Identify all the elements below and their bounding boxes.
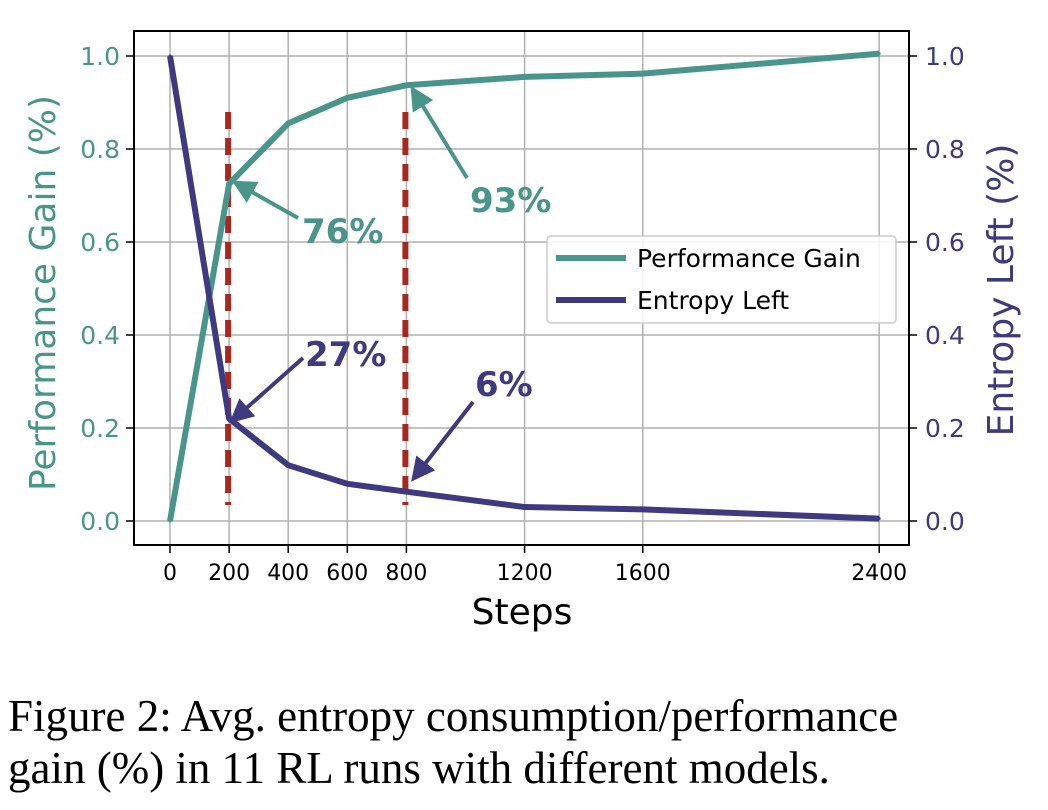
y-right-tick-label: 0.8 — [925, 135, 965, 164]
annotation-arrows — [229, 85, 475, 482]
grid-lines — [134, 31, 909, 545]
annotation-label: 76% — [302, 212, 383, 252]
y-right-tick-label: 0.6 — [925, 228, 965, 257]
reference-vlines — [225, 112, 409, 505]
x-tick-label: 2400 — [851, 561, 907, 586]
y-right-tick-label: 0.2 — [925, 414, 965, 443]
y-left-tick-label: 0.2 — [80, 414, 120, 443]
axis-labels: Steps Performance Gain (%) Entropy Left (%… — [23, 95, 1022, 633]
y-left-axis-label: Performance Gain (%) — [23, 95, 64, 491]
annotation-label: 27% — [305, 335, 386, 375]
data-point — [523, 75, 527, 79]
data-point — [641, 507, 645, 511]
y-left-tick-label: 0.0 — [80, 507, 120, 536]
series-line — [167, 50, 880, 522]
annotation-arrow — [231, 180, 299, 220]
legend-label: Entropy Left — [637, 286, 789, 315]
data-point — [877, 517, 881, 521]
plot-frame — [133, 30, 910, 546]
data-point — [404, 490, 408, 494]
series-line — [167, 55, 880, 522]
x-tick-label: 0 — [163, 561, 177, 586]
y-right-tick-label: 1.0 — [925, 42, 965, 71]
x-tick-label: 200 — [208, 561, 250, 586]
dual-axis-line-chart: 0 200 400 600 800 1200 1600 2400 0.0 0.2 0.4 0.6 0.8… — [23, 30, 1022, 633]
y-left-tick-label: 0.4 — [80, 321, 120, 350]
data-point — [345, 96, 349, 100]
axes: 0 200 400 600 800 1200 1600 2400 0.0 0.2 0.4 0.6 0.8… — [80, 42, 965, 586]
x-tick-label: 1200 — [497, 561, 553, 586]
x-tick-label: 800 — [385, 561, 427, 586]
data-point — [404, 83, 408, 87]
y-left-tick-label: 0.6 — [80, 228, 120, 257]
y-right-axis-label: Entropy Left (%) — [981, 144, 1022, 437]
figure-caption: Figure 2: Avg. entropy consumption/perfo… — [8, 690, 1043, 794]
y-right-tick-label: 0.4 — [925, 321, 965, 350]
data-point — [227, 417, 231, 421]
x-tick-label: 400 — [267, 561, 309, 586]
annotations: 76% 93% 27% 6% — [302, 181, 551, 405]
data-point — [168, 519, 172, 523]
legend-label: Performance Gain — [637, 244, 861, 273]
data-point — [286, 463, 290, 467]
annotation-arrow — [229, 356, 305, 424]
annotation-arrow — [410, 85, 469, 180]
legend: Performance Gain Entropy Left — [546, 235, 897, 324]
series-lines — [167, 50, 881, 523]
data-point — [227, 182, 231, 186]
y-right-tick-label: 0.0 — [925, 507, 965, 536]
y-left-tick-label: 1.0 — [80, 42, 120, 71]
data-point — [345, 482, 349, 486]
data-point — [641, 72, 645, 76]
annotation-arrow — [411, 400, 475, 482]
caption-line-1: Figure 2: Avg. entropy consumption/perfo… — [8, 691, 899, 741]
annotation-label: 6% — [475, 365, 533, 405]
y-left-tick-label: 0.8 — [80, 135, 120, 164]
x-tick-label: 1600 — [615, 561, 671, 586]
data-point — [877, 52, 881, 56]
caption-line-2: gain (%) in 11 RL runs with different mo… — [8, 743, 830, 793]
data-point — [523, 505, 527, 509]
annotation-label: 93% — [470, 181, 551, 221]
data-point — [168, 54, 172, 58]
x-tick-label: 600 — [326, 561, 368, 586]
legend-box — [546, 235, 897, 324]
data-point — [286, 121, 290, 125]
x-axis-label: Steps — [472, 592, 573, 633]
